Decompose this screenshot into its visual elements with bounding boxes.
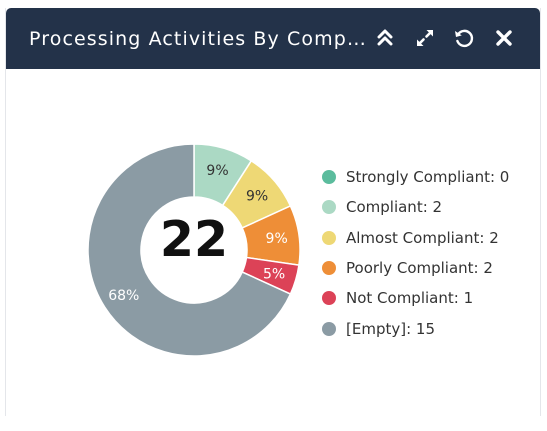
refresh-icon — [455, 29, 474, 48]
collapse-button[interactable] — [372, 25, 398, 51]
close-icon — [496, 30, 512, 46]
legend-item[interactable]: Poorly Compliant: 2 — [322, 253, 509, 283]
legend-swatch — [322, 200, 336, 215]
donut-slice[interactable] — [87, 143, 292, 357]
legend-label: Almost Compliant: 2 — [346, 228, 499, 247]
legend-item[interactable]: Compliant: 2 — [322, 192, 509, 222]
legend-swatch — [322, 261, 336, 276]
legend-label: Strongly Compliant: 0 — [346, 168, 510, 187]
legend-label: Compliant: 2 — [346, 198, 443, 217]
center-total: 22 — [159, 211, 229, 268]
legend-label: Poorly Compliant: 2 — [346, 259, 493, 278]
slice-percent-label: 9% — [206, 163, 228, 179]
widget-header: Processing Activities By Compl... — [6, 8, 540, 69]
expand-button[interactable] — [412, 25, 438, 51]
expand-arrows-icon — [417, 30, 433, 46]
chart-legend: Strongly Compliant: 0 Compliant: 2 Almost … — [322, 162, 509, 344]
double-chevron-up-icon — [377, 29, 393, 46]
legend-item[interactable]: Strongly Compliant: 0 — [322, 162, 509, 192]
legend-item[interactable]: [Empty]: 15 — [322, 313, 509, 343]
legend-swatch — [322, 170, 336, 185]
legend-swatch — [322, 230, 336, 245]
slice-percent-label: 9% — [266, 231, 288, 247]
refresh-button[interactable] — [451, 25, 477, 51]
legend-swatch — [322, 291, 336, 306]
legend-swatch — [322, 321, 336, 336]
legend-label: [Empty]: 15 — [346, 319, 435, 338]
slice-percent-label: 68% — [108, 288, 139, 304]
legend-label: Not Compliant: 1 — [346, 289, 474, 308]
slice-percent-label: 5% — [263, 267, 285, 283]
legend-item[interactable]: Almost Compliant: 2 — [322, 223, 509, 253]
slice-percent-label: 9% — [246, 188, 268, 204]
legend-item[interactable]: Not Compliant: 1 — [322, 283, 509, 313]
close-button[interactable] — [491, 25, 517, 51]
